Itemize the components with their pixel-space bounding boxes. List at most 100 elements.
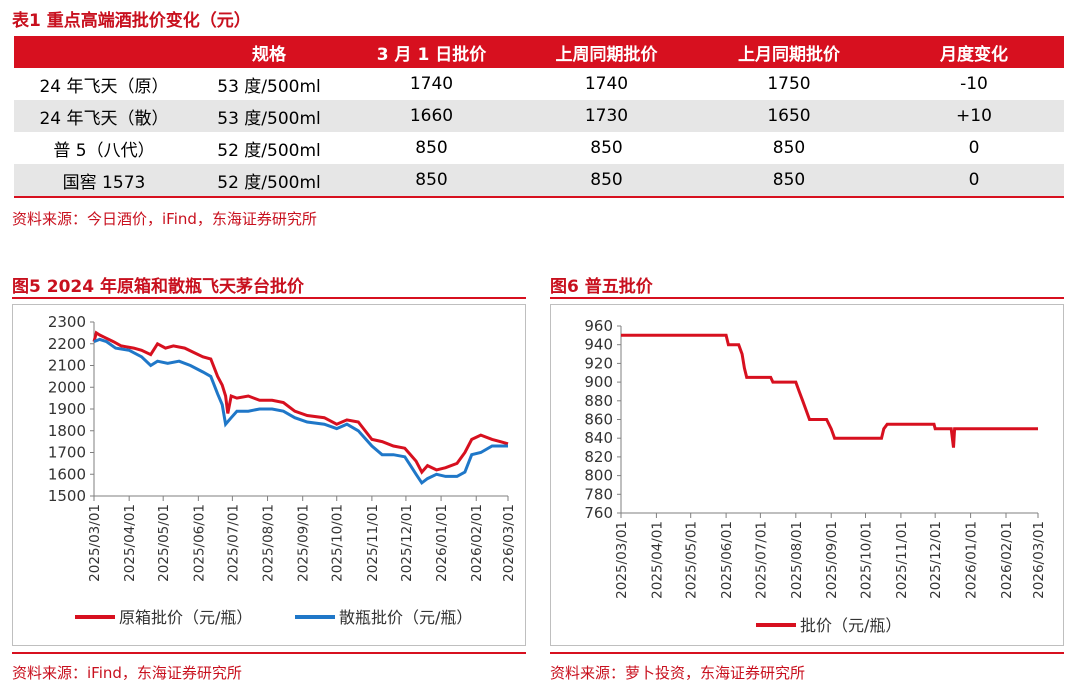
y-tick-label: 880 (584, 392, 613, 410)
y-tick-label: 940 (584, 336, 613, 354)
cell-name: 普 5（八代） (53, 140, 155, 161)
figure6-chart: 760 780 800 820 840 860 880 900 920 940 960 2025/03… (550, 304, 1064, 646)
table-row: 24 年飞天（散） 53 度/500ml 1660 1730 1650 +10 (14, 100, 1064, 132)
cell-spec: 52 度/500ml (217, 140, 321, 161)
x-tick-label: 2025/08/01 (261, 504, 277, 582)
cell-value: 850 (519, 164, 694, 198)
figure6-title-rule (550, 297, 1064, 299)
x-tick-label: 2025/12/01 (399, 504, 415, 582)
header-monthly-change: 月度变化 (884, 36, 1064, 68)
legend-label: 原箱批价（元/瓶） (119, 608, 252, 627)
cell-value: 1740 (584, 74, 629, 94)
y-tick-label: 820 (584, 448, 613, 466)
cell-value: 850 (590, 138, 623, 158)
cell-spec: 53 度/500ml (217, 76, 321, 97)
figure6-title: 图6 普五批价 (550, 277, 653, 297)
header-lastweek: 上周同期批价 (519, 36, 694, 68)
price-table: 规格 3 月 1 日批价 上周同期批价 上月同期批价 月度变化 24 年飞天（原… (14, 36, 1064, 198)
table-row: 普 5（八代） 52 度/500ml 850 850 850 0 (14, 132, 1064, 164)
cell-value: -10 (960, 74, 988, 94)
cell-value: 0 (968, 138, 980, 158)
table-row: 24 年飞天（原） 53 度/500ml 1740 1740 1750 -10 (14, 68, 1064, 100)
y-tick-label: 1500 (48, 487, 86, 505)
y-tick-label: 1700 (48, 444, 86, 462)
cell-spec: 52 度/500ml (194, 164, 344, 198)
x-tick-label: 2025/03/01 (87, 504, 103, 582)
x-tick-label: 2025/10/01 (858, 521, 874, 599)
x-tick-label: 2025/04/01 (122, 504, 138, 582)
series-line-1 (93, 337, 508, 486)
y-tick-label: 1800 (48, 422, 86, 440)
legend-label: 散瓶批价（元/瓶） (339, 608, 472, 627)
y-tick-label: 780 (584, 485, 613, 503)
figure6-source: 资料来源：萝卜投资，东海证券研究所 (550, 664, 806, 682)
x-tick-label: 2026/01/01 (964, 521, 980, 599)
x-tick-label: 2025/09/01 (824, 521, 840, 599)
y-tick-label: 1900 (48, 400, 86, 418)
cell-name: 24 年飞天（散） (14, 100, 194, 132)
cell-value: 850 (415, 138, 448, 158)
series-line-0 (92, 330, 509, 475)
y-tick-label: 840 (584, 429, 613, 447)
figure5-title: 图5 2024 年原箱和散瓶飞天茅台批价 (12, 277, 304, 297)
table-header-row: 规格 3 月 1 日批价 上周同期批价 上月同期批价 月度变化 (14, 36, 1064, 68)
figure5-chart: 1500 1600 1700 1800 1900 2000 2100 2200 2300 2025… (12, 304, 526, 646)
header-spec: 规格 (194, 36, 344, 68)
x-tick-label: 2026/03/01 (501, 504, 517, 582)
cell-value: 850 (694, 164, 884, 198)
figure5-title-rule (12, 297, 526, 299)
y-tick-label: 2200 (48, 335, 86, 353)
x-tick-label: 2025/06/01 (191, 504, 207, 582)
cell-name: 24 年飞天（原） (39, 76, 169, 97)
y-tick-label: 960 (584, 317, 613, 335)
table-row: 国窖 1573 52 度/500ml 850 850 850 0 (14, 164, 1064, 198)
x-tick-label: 2025/12/01 (928, 521, 944, 599)
series-line-0 (621, 333, 1038, 448)
x-tick-label: 2025/05/01 (156, 504, 172, 582)
header-name (14, 36, 194, 68)
legend-label: 批价（元/瓶） (800, 616, 901, 635)
x-tick-label: 2025/05/01 (684, 521, 700, 599)
x-tick-label: 2025/06/01 (719, 521, 735, 599)
figure6-source-rule (550, 652, 1064, 654)
y-tick-label: 2300 (48, 313, 86, 331)
cell-name: 国窖 1573 (14, 164, 194, 198)
y-tick-label: 860 (584, 411, 613, 429)
header-mar1: 3 月 1 日批价 (344, 36, 519, 68)
cell-value: +10 (884, 100, 1064, 132)
figure5-svg: 1500 1600 1700 1800 1900 2000 2100 2200 2300 2025… (48, 313, 517, 627)
y-tick-label: 2000 (48, 378, 86, 396)
x-tick-label: 2026/03/01 (1031, 521, 1047, 599)
header-lastmonth: 上月同期批价 (694, 36, 884, 68)
cell-value: 850 (772, 138, 806, 158)
x-tick-label: 2025/10/01 (330, 504, 346, 582)
y-tick-label: 2100 (48, 357, 86, 375)
x-tick-label: 2025/04/01 (649, 521, 665, 599)
cell-value: 1750 (767, 74, 811, 94)
cell-value: 0 (884, 164, 1064, 198)
x-tick-label: 2025/08/01 (789, 521, 805, 599)
cell-value: 1730 (519, 100, 694, 132)
x-tick-label: 2025/11/01 (365, 504, 381, 582)
cell-value: 1740 (409, 74, 454, 94)
cell-value: 1650 (694, 100, 884, 132)
x-tick-label: 2025/11/01 (894, 521, 910, 599)
figure5-source: 资料来源：iFind，东海证券研究所 (12, 664, 242, 682)
table-source: 资料来源：今日酒价，iFind，东海证券研究所 (12, 210, 317, 228)
cell-value: 1660 (344, 100, 519, 132)
y-tick-label: 900 (584, 373, 613, 391)
table-title: 表1 重点高端酒批价变化（元） (12, 11, 251, 31)
figure5-source-rule (12, 652, 526, 654)
cell-value: 850 (344, 164, 519, 198)
x-tick-label: 2026/02/01 (469, 504, 485, 582)
y-tick-label: 760 (584, 504, 613, 522)
x-tick-label: 2025/09/01 (296, 504, 312, 582)
x-tick-label: 2025/03/01 (614, 521, 630, 599)
y-tick-label: 920 (584, 354, 613, 372)
cell-spec: 53 度/500ml (194, 100, 344, 132)
y-tick-label: 1600 (48, 465, 86, 483)
x-tick-label: 2025/07/01 (225, 504, 241, 582)
x-tick-label: 2025/07/01 (753, 521, 769, 599)
y-tick-label: 800 (584, 467, 613, 485)
